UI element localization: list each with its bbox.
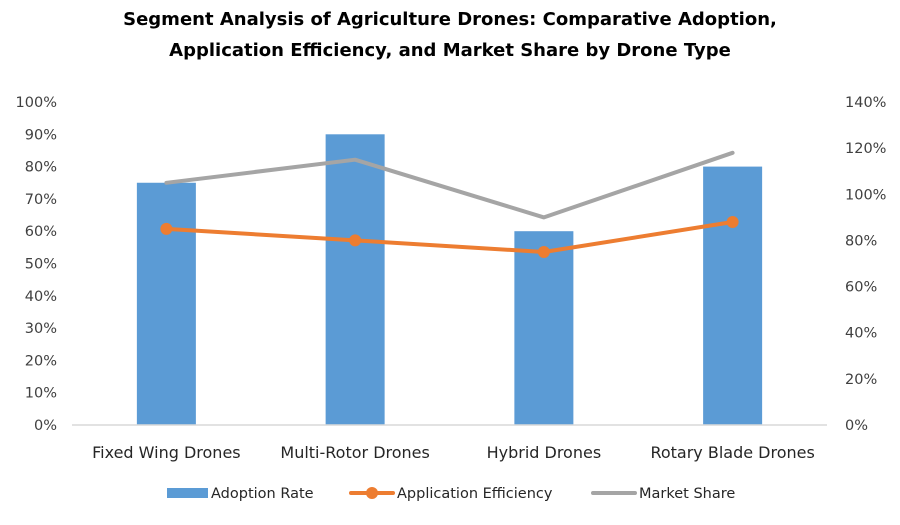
legend-item-adoption-rate: Adoption Rate xyxy=(167,486,314,502)
bar-rotary-blade-drones xyxy=(703,166,763,425)
application-efficiency-point xyxy=(726,215,739,228)
legend: Adoption Rate Application Efficiency Marke… xyxy=(167,486,735,502)
legend-item-market-share: Market Share xyxy=(591,486,735,502)
right-axis-tick-label: 0% xyxy=(845,418,868,434)
market-share-line xyxy=(164,150,735,220)
chart-title-line-2: Application Efficiency, and Market Share… xyxy=(169,40,731,61)
left-axis-tick-label: 30% xyxy=(25,321,57,337)
category-label: Rotary Blade Drones xyxy=(650,443,814,462)
legend-label: Market Share xyxy=(639,486,735,502)
chart-title-line-1: Segment Analysis of Agriculture Drones: … xyxy=(123,9,777,30)
application-efficiency-line xyxy=(164,220,735,254)
left-axis-tick-label: 50% xyxy=(25,257,57,273)
line-series xyxy=(160,150,739,258)
left-axis-tick-label: 40% xyxy=(25,289,57,305)
bar-fixed-wing-drones xyxy=(136,182,196,425)
right-axis-tick-label: 80% xyxy=(845,233,877,249)
left-axis-tick-label: 70% xyxy=(25,192,57,208)
bar-multi-rotor-drones xyxy=(325,134,385,426)
chart-title: Segment Analysis of Agriculture Drones: … xyxy=(123,9,777,61)
left-axis-tick-label: 20% xyxy=(25,353,57,369)
left-axis-tick-label: 60% xyxy=(25,224,57,240)
bar-hybrid-drones xyxy=(514,231,574,425)
left-axis-tick-label: 90% xyxy=(25,127,57,143)
category-label: Multi-Rotor Drones xyxy=(280,443,429,462)
legend-marker-application-efficiency xyxy=(366,487,378,499)
left-axis-tick-label: 0% xyxy=(34,418,57,434)
application-efficiency-point xyxy=(349,234,362,247)
right-axis-tick-label: 100% xyxy=(845,187,886,203)
legend-item-application-efficiency: Application Efficiency xyxy=(349,486,553,502)
right-y-axis: 0% 20% 40% 60% 80% 100% 120% 140% xyxy=(845,95,886,434)
legend-swatch-adoption-rate xyxy=(167,488,208,498)
application-efficiency-point xyxy=(537,245,550,258)
left-axis-tick-label: 100% xyxy=(16,95,57,111)
right-axis-tick-label: 120% xyxy=(845,141,886,157)
x-axis-categories: Fixed Wing Drones Multi-Rotor Drones Hybri… xyxy=(92,443,815,462)
right-axis-tick-label: 20% xyxy=(845,372,877,388)
category-label: Fixed Wing Drones xyxy=(92,443,241,462)
legend-label: Adoption Rate xyxy=(211,486,314,502)
adoption-rate-bars xyxy=(136,134,763,426)
legend-label: Application Efficiency xyxy=(397,486,553,502)
category-label: Hybrid Drones xyxy=(487,443,602,462)
application-efficiency-point xyxy=(160,222,173,235)
left-axis-tick-label: 10% xyxy=(25,386,57,402)
right-axis-tick-label: 40% xyxy=(845,326,877,342)
left-axis-tick-label: 80% xyxy=(25,160,57,176)
left-y-axis: 0% 10% 20% 30% 40% 50% 60% 70% 80% 90% 100% xyxy=(16,95,57,434)
right-axis-tick-label: 60% xyxy=(845,280,877,296)
right-axis-tick-label: 140% xyxy=(845,95,886,111)
